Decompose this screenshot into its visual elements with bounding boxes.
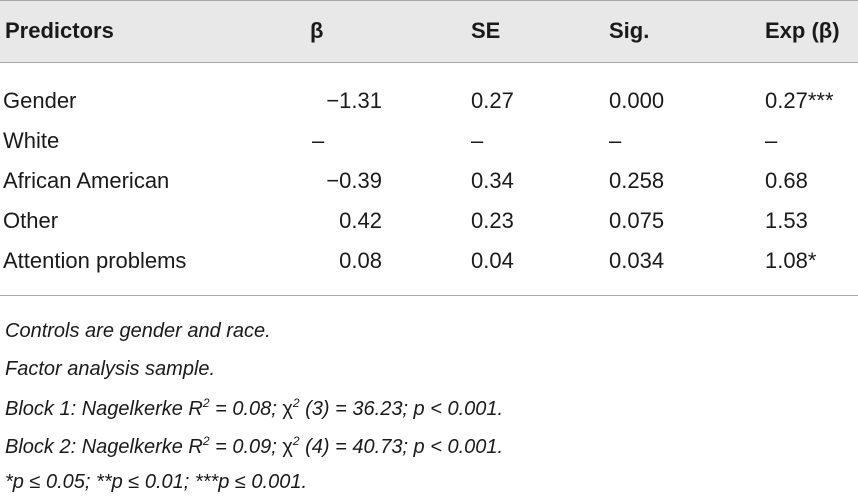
row-gender-beta: −1.31 (326, 88, 382, 113)
note-significance: *p ≤ 0.05; **p ≤ 0.01; ***p ≤ 0.001. (5, 471, 308, 493)
header-beta: β (310, 18, 324, 43)
block-2-prefix: Block 2: Nagelkerke R (5, 436, 203, 458)
row-gender-predictor: Gender (3, 88, 77, 113)
header-predictors: Predictors (5, 18, 114, 43)
note-sample: Factor analysis sample. (5, 358, 216, 380)
row-african-american-sig: 0.258 (609, 168, 665, 193)
row-attention-problems-se: 0.04 (471, 248, 514, 273)
block-2-r-value: = 0.09; (209, 436, 283, 458)
row-attention-problems-sig: 0.034 (609, 248, 665, 273)
bottom-rule (0, 295, 858, 296)
block-1-chi-symbol: χ (282, 398, 293, 420)
block-2-chi-rest: (4) = 40.73; p < 0.001. (299, 436, 504, 458)
block-1-prefix: Block 1: Nagelkerke R (5, 398, 203, 420)
note-block-2: Block 2: Nagelkerke R2 = 0.09; χ2 (4) = … (5, 435, 503, 457)
row-white-se: – (471, 128, 484, 153)
row-african-american-predictor: African American (3, 168, 170, 193)
row-gender-se: 0.27 (471, 88, 514, 113)
block-2-chi-symbol: χ (282, 436, 293, 458)
row-other-predictor: Other (3, 208, 59, 233)
note-block-1: Block 1: Nagelkerke R2 = 0.08; χ2 (3) = … (5, 397, 503, 419)
row-white-expb: – (765, 128, 778, 153)
header-sig: Sig. (609, 18, 650, 43)
note-controls: Controls are gender and race. (5, 320, 271, 342)
row-african-american-expb: 0.68 (765, 168, 808, 193)
top-rule (0, 0, 858, 1)
block-1-chi-exponent: 2 (292, 396, 300, 410)
header-rule (0, 62, 858, 63)
row-white-beta: – (312, 128, 325, 153)
row-african-american-beta: −0.39 (326, 168, 382, 193)
row-white-predictor: White (3, 128, 60, 153)
block-1-r-exponent: 2 (202, 396, 210, 410)
row-other-sig: 0.075 (609, 208, 665, 233)
row-other-beta: 0.42 (339, 208, 382, 233)
row-gender-sig: 0.000 (609, 88, 665, 113)
table-header-band (0, 0, 858, 62)
row-other-expb: 1.53 (765, 208, 808, 233)
row-african-american-se: 0.34 (471, 168, 514, 193)
row-gender-expb: 0.27*** (765, 88, 834, 113)
block-1-chi-rest: (3) = 36.23; p < 0.001. (299, 398, 504, 420)
header-expb: Exp (β) (765, 18, 840, 43)
row-attention-problems-beta: 0.08 (339, 248, 382, 273)
row-other-se: 0.23 (471, 208, 514, 233)
block-2-chi-exponent: 2 (292, 434, 300, 448)
row-attention-problems-predictor: Attention problems (3, 248, 187, 273)
row-white-sig: – (609, 128, 622, 153)
block-1-r-value: = 0.08; (209, 398, 283, 420)
block-2-r-exponent: 2 (202, 434, 210, 448)
header-se: SE (471, 18, 501, 43)
row-attention-problems-expb: 1.08* (765, 248, 817, 273)
